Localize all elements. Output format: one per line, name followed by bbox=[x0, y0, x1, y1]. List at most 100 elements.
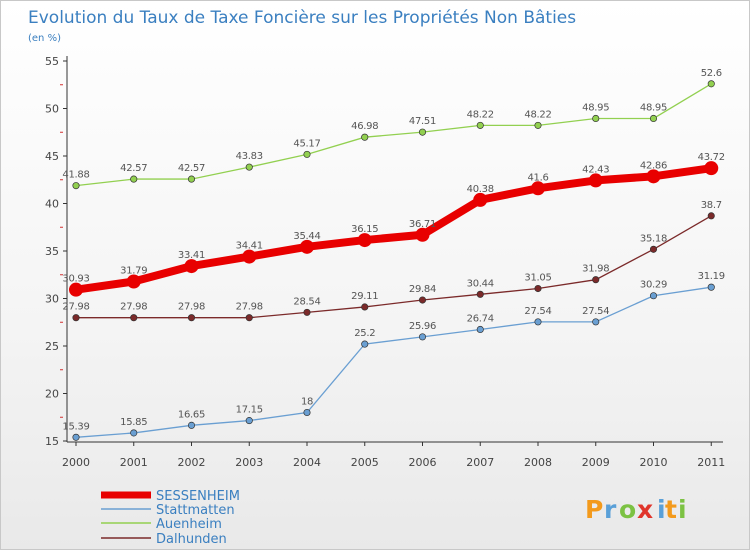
data-point bbox=[303, 408, 311, 417]
data-point bbox=[534, 284, 542, 293]
data-label: 27.98 bbox=[236, 302, 263, 313]
data-label: 34.41 bbox=[236, 241, 263, 252]
data-label: 33.41 bbox=[178, 250, 205, 261]
data-point bbox=[242, 249, 257, 264]
logo-letter: r bbox=[604, 495, 617, 524]
series-line bbox=[76, 215, 712, 319]
logo-letter: i bbox=[657, 495, 666, 524]
y-tick-label: 50 bbox=[45, 103, 59, 116]
data-label: 26.74 bbox=[467, 313, 494, 324]
data-point bbox=[707, 80, 715, 88]
data-point bbox=[476, 121, 484, 129]
data-label: 30.93 bbox=[62, 274, 89, 285]
data-label: 42.86 bbox=[640, 160, 667, 171]
data-label: 31.05 bbox=[524, 273, 551, 284]
data-label: 30.44 bbox=[467, 278, 494, 289]
data-label: 25.2 bbox=[354, 328, 375, 339]
data-point bbox=[592, 276, 600, 284]
data-point bbox=[361, 133, 369, 141]
data-point bbox=[126, 274, 141, 289]
data-label: 29.11 bbox=[351, 291, 378, 302]
data-label: 41.6 bbox=[527, 172, 548, 183]
data-point bbox=[130, 429, 138, 437]
data-label: 35.18 bbox=[640, 233, 667, 244]
data-label: 35.44 bbox=[293, 231, 320, 242]
series-stattmatten bbox=[72, 283, 715, 441]
data-point bbox=[357, 233, 372, 248]
data-point bbox=[130, 175, 138, 183]
data-point bbox=[592, 318, 600, 326]
data-point bbox=[418, 296, 427, 304]
data-label: 48.22 bbox=[467, 109, 494, 120]
data-point bbox=[187, 314, 196, 322]
data-point bbox=[130, 314, 138, 322]
legend-label: Auenheim bbox=[156, 517, 222, 532]
data-point bbox=[300, 239, 314, 254]
data-label: 48.95 bbox=[582, 102, 609, 113]
data-point bbox=[649, 292, 658, 300]
data-labels: 30.93 31.79 33.41 34.41 35.44 36.15 36.71 40.38… bbox=[62, 68, 725, 432]
series-line bbox=[75, 286, 712, 438]
data-label: 43.72 bbox=[698, 152, 725, 163]
x-tick-label: 2003 bbox=[235, 456, 263, 469]
data-label: 31.79 bbox=[120, 265, 147, 276]
data-point bbox=[72, 433, 80, 441]
x-tick-label: 2005 bbox=[351, 456, 379, 469]
data-label: 52.6 bbox=[701, 68, 722, 79]
chart-title: Evolution du Taux de Taxe Foncière sur l… bbox=[28, 8, 576, 28]
logo-letter: o bbox=[619, 495, 636, 524]
data-label: 31.19 bbox=[698, 271, 725, 282]
data-label: 48.22 bbox=[524, 109, 551, 120]
x-tick-label: 2002 bbox=[178, 456, 206, 469]
data-point bbox=[415, 227, 430, 242]
y-tick-label: 55 bbox=[45, 55, 59, 68]
x-tick-label: 2011 bbox=[697, 456, 725, 469]
series-dalhunden bbox=[72, 212, 715, 322]
data-label: 27.54 bbox=[524, 306, 551, 317]
data-point bbox=[187, 175, 196, 183]
x-tick-label: 2008 bbox=[524, 456, 552, 469]
y-tick-label: 45 bbox=[45, 150, 59, 163]
data-point bbox=[184, 259, 199, 274]
logo-letter: x bbox=[637, 495, 653, 524]
data-point bbox=[707, 283, 715, 291]
data-label: 43.83 bbox=[236, 151, 263, 162]
data-point bbox=[418, 333, 427, 341]
data-label: 36.15 bbox=[351, 224, 378, 235]
data-label: 48.95 bbox=[640, 102, 667, 113]
data-label: 30.29 bbox=[640, 280, 667, 291]
data-label: 27.54 bbox=[582, 306, 609, 317]
data-point bbox=[361, 303, 369, 311]
data-label: 15.85 bbox=[120, 417, 147, 428]
x-tick-label: 2009 bbox=[582, 456, 610, 469]
data-point bbox=[245, 163, 253, 171]
y-tick-label: 20 bbox=[45, 388, 59, 401]
logo-letter: P bbox=[585, 495, 603, 524]
y-tick-label: 35 bbox=[45, 245, 59, 258]
data-point bbox=[476, 325, 484, 334]
data-label: 31.98 bbox=[582, 264, 609, 275]
data-point bbox=[72, 314, 80, 322]
data-label: 27.98 bbox=[62, 302, 89, 313]
y-tick-label: 30 bbox=[45, 293, 59, 306]
data-label: 16.65 bbox=[178, 409, 205, 420]
data-point bbox=[588, 173, 603, 188]
y-tick-label: 25 bbox=[45, 340, 59, 353]
legend-label: Dalhunden bbox=[156, 532, 227, 547]
series-line bbox=[75, 83, 712, 187]
data-point bbox=[649, 114, 658, 123]
series-line bbox=[72, 164, 716, 294]
data-point bbox=[592, 114, 600, 123]
data-point bbox=[646, 169, 661, 184]
data-point bbox=[245, 314, 253, 322]
data-label: 42.57 bbox=[178, 163, 205, 174]
data-point bbox=[534, 318, 542, 326]
data-point bbox=[704, 161, 719, 176]
data-point bbox=[534, 121, 542, 129]
y-tick-label: 40 bbox=[45, 198, 59, 211]
data-point bbox=[707, 212, 715, 220]
data-point bbox=[418, 128, 427, 136]
data-point bbox=[531, 181, 545, 196]
